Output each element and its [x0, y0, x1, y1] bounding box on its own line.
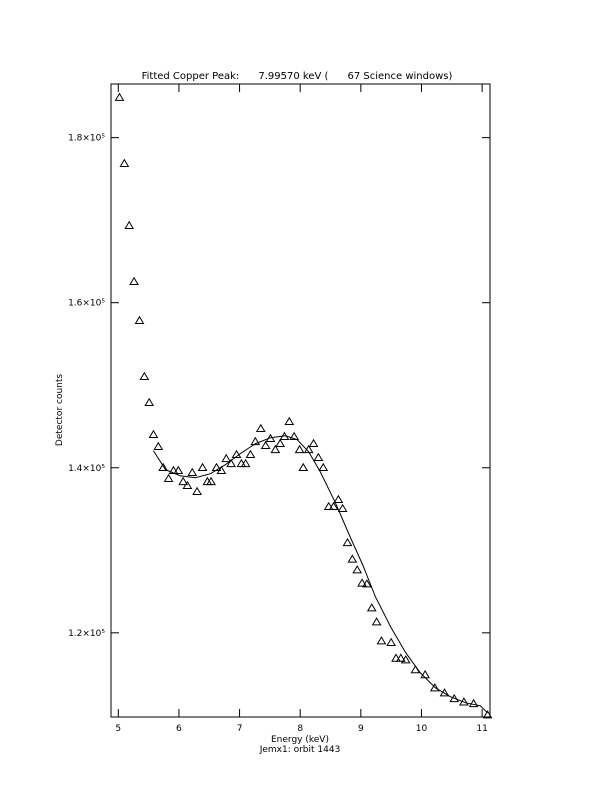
data-point	[231, 449, 242, 459]
data-point	[134, 315, 145, 324]
data-point	[197, 462, 208, 472]
data-point	[129, 276, 139, 286]
data-point	[395, 653, 406, 662]
data-point	[376, 636, 387, 645]
data-point	[362, 579, 372, 588]
data-point	[342, 537, 353, 547]
data-point	[173, 465, 184, 475]
data-point	[250, 436, 261, 446]
data-point	[139, 371, 150, 381]
data-point	[328, 501, 339, 511]
data-point	[391, 653, 401, 662]
data-point	[206, 476, 216, 486]
data-point	[482, 710, 493, 719]
data-point	[153, 441, 164, 451]
data-point	[337, 503, 348, 512]
data-point	[270, 444, 281, 454]
data-point	[313, 452, 324, 461]
data-point	[275, 438, 286, 448]
x-tick-label: 9	[358, 724, 364, 734]
data-point	[158, 462, 169, 472]
data-point	[284, 416, 295, 426]
x-tick-label: 10	[416, 724, 428, 734]
data-point	[124, 220, 135, 230]
y-tick-label: 1.8×10⁵	[68, 134, 105, 144]
data-point	[192, 486, 202, 495]
data-point	[178, 476, 189, 486]
data-point	[182, 480, 193, 490]
data-point	[333, 494, 344, 503]
data-point	[144, 397, 155, 407]
data-point	[400, 655, 411, 664]
x-tick-label: 11	[476, 724, 487, 734]
data-point	[352, 565, 363, 574]
subtitle: Jemx1: orbit 1443	[259, 745, 341, 755]
data-point	[163, 473, 174, 483]
x-tick-label: 8	[297, 724, 303, 734]
x-axis-label: Energy (keV)	[271, 735, 329, 745]
data-point	[260, 440, 271, 450]
y-axis-label: Detector counts	[55, 374, 65, 446]
data-point	[318, 462, 329, 472]
data-point	[366, 603, 377, 612]
fit-line	[153, 435, 488, 714]
data-point	[468, 698, 479, 708]
data-point	[245, 449, 256, 459]
y-tick-label: 1.6×10⁵	[68, 299, 105, 309]
data-point	[298, 462, 309, 472]
data-point	[289, 431, 300, 441]
data-point	[148, 429, 159, 439]
x-tick-label: 5	[115, 724, 121, 734]
data-point	[226, 458, 236, 468]
plot-frame	[110, 83, 491, 718]
data-point	[240, 458, 251, 468]
y-tick-label: 1.4×10⁵	[68, 464, 105, 474]
data-point	[119, 158, 130, 167]
data-point	[323, 501, 334, 511]
chart-title: Fitted Copper Peak: 7.99570 keV ( 67 Sci…	[142, 71, 453, 82]
data-point	[294, 444, 305, 454]
data-point	[216, 465, 227, 475]
data-point	[255, 423, 266, 433]
data-point	[357, 578, 367, 587]
x-tick-label: 7	[237, 724, 243, 734]
y-tick-label: 1.2×10⁵	[68, 629, 105, 639]
data-point	[449, 693, 460, 703]
data-point	[187, 467, 198, 477]
data-point	[429, 683, 440, 692]
data-point	[371, 617, 382, 626]
data-point	[114, 92, 125, 101]
x-tick-label: 6	[176, 724, 182, 734]
data-point	[386, 637, 397, 647]
data-point	[347, 554, 358, 563]
data-point	[221, 453, 232, 463]
data-point	[308, 438, 319, 448]
